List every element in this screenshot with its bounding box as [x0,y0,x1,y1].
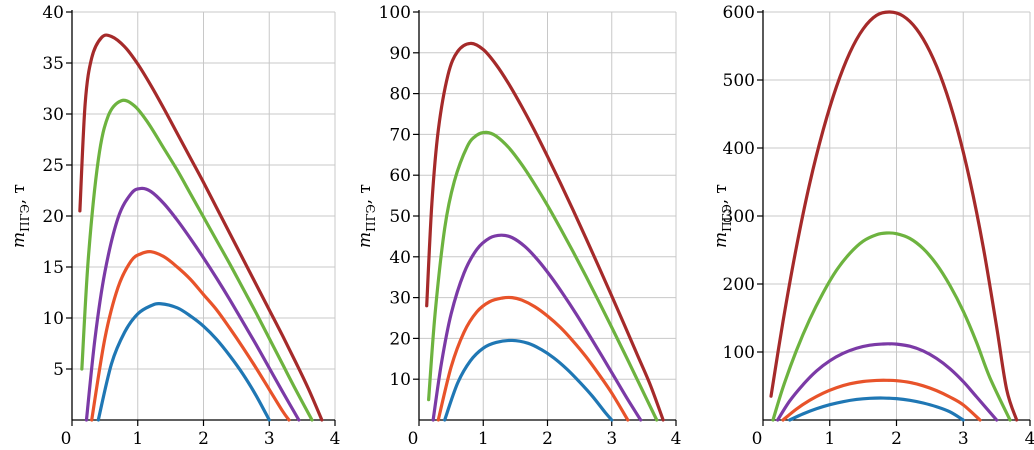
x-tick-label: 0 [408,429,419,449]
x-tick-label: 4 [1025,429,1034,449]
y-tick-label: 50 [389,207,411,227]
x-tick-label: 1 [824,429,835,449]
y-axis-label-main: m [355,232,375,248]
y-tick-label: 500 [723,71,755,91]
y-tick-label: 100 [723,343,755,363]
x-tick-label: 0 [752,429,763,449]
chart-panel-1: 0 1 2 3 4 5 10 15 20 25 30 35 40 mПГЭ, т [9,3,340,449]
y-axis-label-sub: ПГЭ [18,204,32,232]
y-tick-label: 80 [389,85,411,105]
series-line-5 [425,41,665,422]
x-tick-label: 2 [198,429,209,449]
y-tick-label: 60 [389,166,411,186]
y-tick-label: 30 [42,105,64,125]
y-tick-label: 200 [723,275,755,295]
y-tick-label: 10 [42,309,64,329]
x-tick-label: 1 [132,429,143,449]
y-axis-label: mПГЭ, т [9,184,32,248]
series-line-2 [90,249,291,422]
y-tick-label: 20 [389,329,411,349]
x-tick-label: 2 [891,429,902,449]
x-tick-label: 4 [671,429,682,449]
series-line-3 [776,342,999,422]
y-tick-label: 35 [42,54,64,74]
x-tick-label: 3 [264,429,275,449]
y-tick-label: 15 [42,258,64,278]
series-line-4 [427,130,659,422]
y-tick-label: 25 [42,156,64,176]
x-tick-label: 2 [542,429,553,449]
x-tick-label: 3 [606,429,617,449]
y-tick-label: 70 [389,125,411,145]
series-line-3 [84,186,301,422]
y-tick-label: 10 [389,370,411,390]
series-line-1 [443,338,614,422]
x-tick-label: 3 [958,429,969,449]
y-tick-label: 40 [389,248,411,268]
series-line-5 [78,33,324,422]
x-tick-label: 1 [478,429,489,449]
y-tick-label: 5 [53,360,64,380]
y-axis-label-main: m [9,232,29,248]
y-tick-label: 600 [723,3,755,23]
x-tick-label: 4 [330,429,341,449]
series-line-3 [431,233,643,422]
series-line-4 [80,98,314,422]
series-line-1 [96,302,271,422]
y-axis-label-sub: ПГЭ [364,204,378,232]
series-line-5 [769,10,1019,422]
y-tick-label: 30 [389,289,411,309]
series-line-2 [436,295,630,422]
chart-panel-2: 0 1 2 3 4 10 20 30 40 50 60 70 80 90 100 mПГЭ, т [355,3,681,449]
series-line-2 [781,378,982,422]
y-tick-label: 300 [723,207,755,227]
y-tick-label: 40 [42,3,64,23]
y-axis-label-unit: , т [9,184,29,204]
x-tick-label: 0 [61,429,72,449]
y-tick-label: 400 [723,139,755,159]
y-tick-label: 100 [379,3,411,23]
series-line-1 [788,396,965,422]
y-axis-label: mПГЭ, т [711,184,734,248]
y-tick-label: 20 [42,207,64,227]
chart-panel-3: 0 1 2 3 4 100 200 300 400 500 600 mПГЭ, т [711,3,1034,449]
y-axis-label-unit: , т [355,184,375,204]
y-axis-label: mПГЭ, т [355,184,378,248]
y-axis-label-unit: , т [711,184,731,204]
y-axis-label-main: m [711,232,731,248]
y-axis-label-sub: ПГЭ [720,204,734,232]
y-tick-label: 90 [389,44,411,64]
series-line-4 [771,231,1012,422]
